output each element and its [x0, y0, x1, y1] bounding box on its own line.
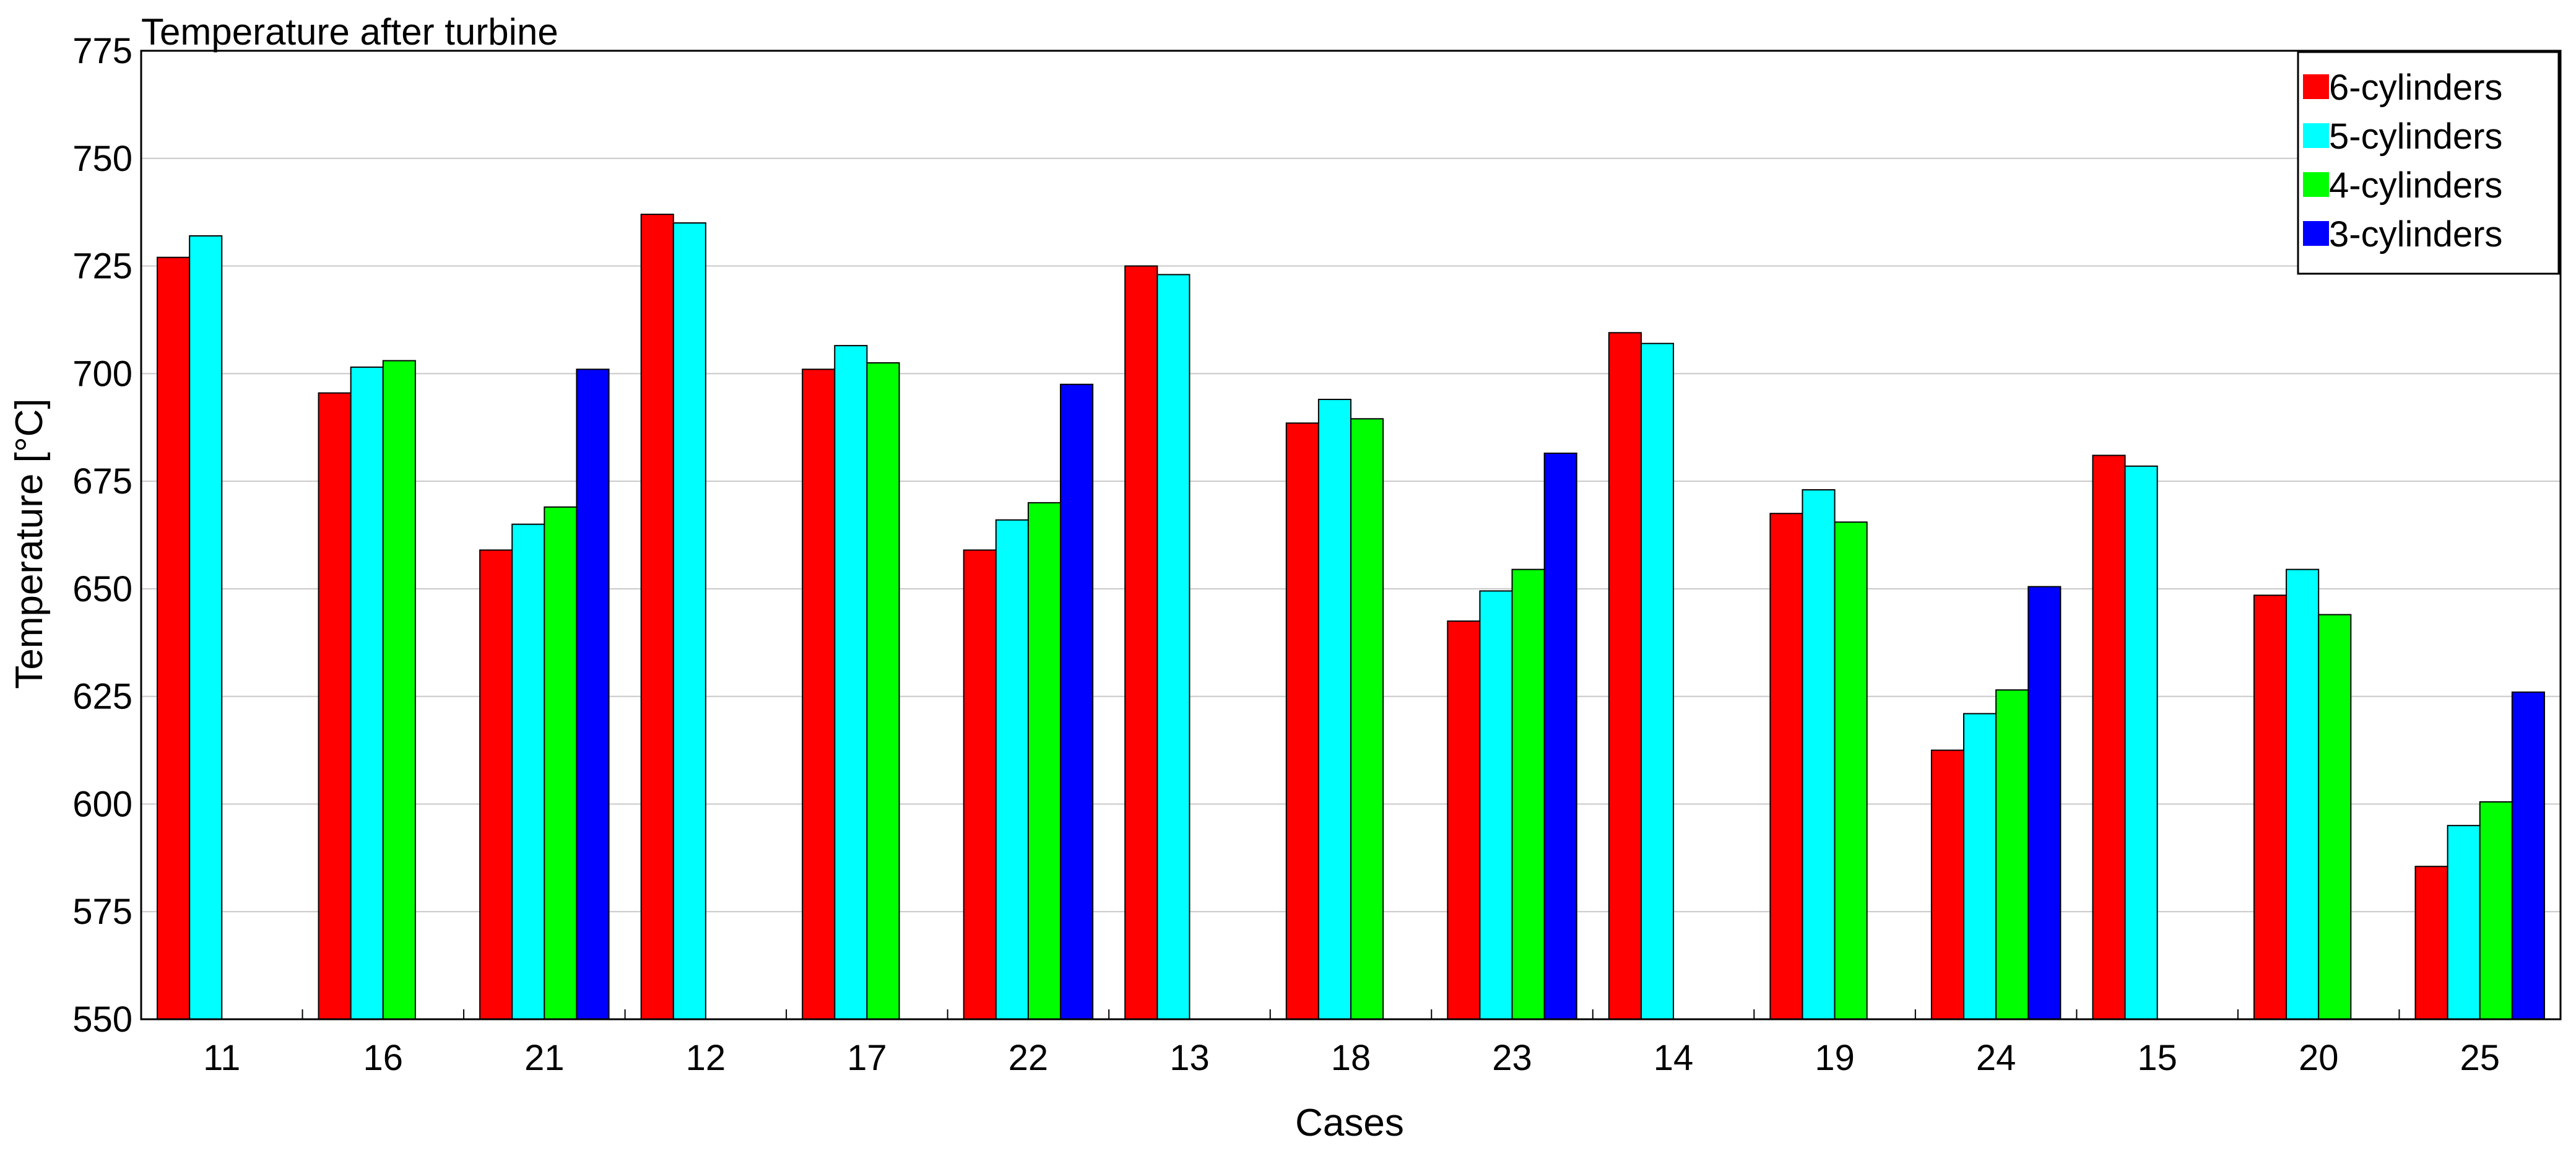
bar-5-cylinders-case-25: [2447, 825, 2481, 1020]
bar-4-cylinders-case-22: [1027, 502, 1062, 1020]
bar-5-cylinders-case-22: [995, 519, 1029, 1020]
bar-4-cylinders-case-19: [1834, 521, 1868, 1020]
bar-5-cylinders-case-20: [2286, 568, 2320, 1020]
x-tick-label: 23: [1492, 1038, 1532, 1078]
bar-6-cylinders-case-23: [1447, 620, 1481, 1020]
legend-label-5-cylinders: 5-cylinders: [2329, 116, 2502, 157]
x-tick-label: 11: [203, 1038, 240, 1078]
y-tick-label: 675: [72, 461, 132, 502]
legend-swatch-6-cylinders: [2303, 74, 2329, 99]
bar-5-cylinders-case-11: [189, 235, 223, 1020]
bar-3-cylinders-case-23: [1543, 452, 1577, 1020]
legend-label-6-cylinders: 6-cylinders: [2329, 67, 2502, 108]
bar-6-cylinders-case-20: [2253, 594, 2288, 1020]
bar-5-cylinders-case-13: [1156, 274, 1190, 1020]
bar-4-cylinders-case-24: [1995, 689, 2029, 1020]
legend-label-4-cylinders: 4-cylinders: [2329, 165, 2502, 206]
chart-title: Temperature after turbine: [141, 11, 558, 53]
legend-swatch-4-cylinders: [2303, 172, 2329, 197]
bar-6-cylinders-case-14: [1608, 332, 1642, 1020]
bar-6-cylinders-case-22: [963, 549, 997, 1020]
bar-5-cylinders-case-12: [672, 222, 706, 1020]
y-tick-label: 725: [72, 246, 132, 287]
bar-4-cylinders-case-16: [382, 360, 416, 1020]
x-tick-label: 16: [363, 1038, 404, 1078]
bar-4-cylinders-case-21: [544, 506, 578, 1020]
x-tick-label: 19: [1815, 1038, 1855, 1078]
bar-5-cylinders-case-15: [2124, 465, 2158, 1020]
legend: 6-cylinders 5-cylinders 4-cylinders 3-cylin…: [2297, 51, 2560, 275]
y-axis: 550 575 600 625 650 675 700 725 750 775: [72, 31, 132, 1040]
x-tick-label: 20: [2299, 1038, 2339, 1078]
bar-6-cylinders-case-19: [1769, 513, 1803, 1020]
bar-6-cylinders-case-17: [802, 368, 836, 1020]
bar-3-cylinders-case-25: [2511, 691, 2545, 1020]
plot-area-frame: [140, 50, 2562, 1020]
bar-3-cylinders-case-21: [576, 368, 610, 1020]
y-tick-label: 575: [72, 892, 132, 932]
bar-6-cylinders-case-16: [318, 392, 352, 1020]
bar-6-cylinders-case-21: [479, 549, 513, 1020]
bar-5-cylinders-case-17: [834, 345, 868, 1020]
x-tick-label: 17: [847, 1038, 887, 1078]
bar-5-cylinders-case-19: [1802, 489, 1836, 1020]
bar-5-cylinders-case-21: [511, 523, 545, 1020]
y-tick-label: 750: [72, 139, 132, 179]
x-axis-label: Cases: [1295, 1102, 1404, 1144]
x-tick-label: 13: [1169, 1038, 1210, 1078]
y-tick-label: 650: [72, 569, 132, 609]
bar-5-cylinders-case-24: [1963, 713, 1997, 1020]
bar-5-cylinders-case-14: [1640, 342, 1675, 1020]
bar-4-cylinders-case-25: [2479, 801, 2513, 1020]
legend-label-3-cylinders: 3-cylinders: [2329, 214, 2502, 255]
bar-5-cylinders-case-16: [350, 366, 384, 1020]
y-tick-label: 775: [72, 31, 132, 71]
bar-5-cylinders-case-18: [1317, 399, 1351, 1020]
bar-6-cylinders-case-12: [640, 214, 674, 1020]
bar-3-cylinders-case-24: [2027, 586, 2062, 1020]
x-tick-label: 24: [1976, 1038, 2016, 1078]
bar-3-cylinders-case-22: [1060, 383, 1094, 1020]
x-tick-label: 12: [686, 1038, 726, 1078]
bar-6-cylinders-case-11: [157, 256, 191, 1020]
bar-6-cylinders-case-13: [1124, 265, 1158, 1020]
x-tick-label: 14: [1654, 1038, 1694, 1078]
bar-4-cylinders-case-18: [1350, 418, 1384, 1020]
x-tick-label: 18: [1331, 1038, 1371, 1078]
bars: [157, 214, 2545, 1020]
bar-4-cylinders-case-17: [866, 362, 900, 1020]
bar-6-cylinders-case-15: [2092, 455, 2126, 1020]
bar-6-cylinders-case-25: [2414, 866, 2448, 1020]
legend-box: [2297, 51, 2560, 275]
x-tick-label: 21: [524, 1038, 565, 1078]
y-tick-label: 550: [72, 999, 132, 1040]
x-tick-label: 25: [2460, 1038, 2500, 1078]
x-tick-label: 15: [2137, 1038, 2177, 1078]
bar-4-cylinders-case-20: [2318, 614, 2352, 1020]
bar-6-cylinders-case-18: [1285, 422, 1319, 1020]
y-tick-label: 600: [72, 784, 132, 824]
legend-swatch-5-cylinders: [2303, 123, 2329, 148]
y-tick-label: 700: [72, 354, 132, 394]
bar-4-cylinders-case-23: [1511, 568, 1545, 1020]
bar-6-cylinders-case-24: [1930, 749, 1965, 1020]
legend-swatch-3-cylinders: [2303, 221, 2329, 246]
y-tick-label: 625: [72, 677, 132, 717]
bar-5-cylinders-case-23: [1479, 590, 1513, 1020]
x-tick-label: 22: [1008, 1038, 1049, 1078]
y-axis-label: Temperature [°C]: [8, 398, 51, 689]
x-axis: 11 16 21 12 17 22 13 18 23 14 19 24 15 20 25: [203, 1009, 2500, 1078]
